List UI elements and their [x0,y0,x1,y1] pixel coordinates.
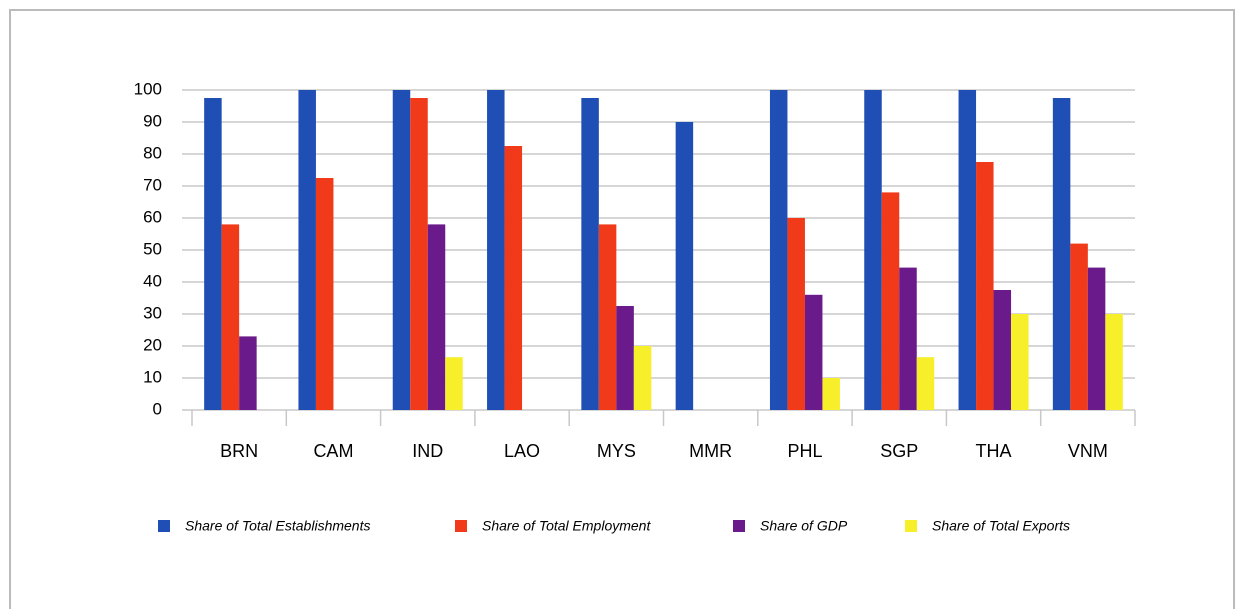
x-tick-label: MMR [689,441,732,461]
bar [315,178,334,410]
x-tick-label: PHL [787,441,822,461]
x-tick-label: IND [412,441,443,461]
bar [1105,314,1123,410]
legend-label: Share of Total Employment [482,518,651,534]
y-tick-label: 40 [143,271,162,290]
x-tick-label: CAM [313,441,353,461]
y-tick-label: 30 [143,303,162,322]
bar [769,90,788,410]
bar [899,267,917,410]
bar [239,336,257,410]
legend-label: Share of Total Establishments [185,518,370,534]
y-tick-label: 10 [143,367,162,386]
x-tick-label: VNM [1068,441,1108,461]
bar [1087,267,1106,410]
bar [487,90,505,410]
bar [221,224,240,410]
bar [916,357,935,410]
legend-swatch [455,520,467,532]
y-tick-label: 90 [143,111,162,130]
bar [804,294,823,410]
y-tick-label: 60 [143,207,162,226]
legend-swatch [158,520,170,532]
bar [958,90,977,410]
y-tick-label: 50 [143,239,162,258]
bar [616,306,634,410]
x-tick-label: BRN [220,441,258,461]
bar [633,346,652,410]
bar [864,90,882,410]
legend-swatch [905,520,917,532]
bar [822,378,840,410]
bar [1052,98,1071,410]
x-tick-label: LAO [504,441,540,461]
bar [581,98,599,410]
bar [298,90,316,410]
bar [675,122,694,410]
y-tick-label: 70 [143,175,162,194]
legend-label: Share of Total Exports [932,518,1070,534]
legend-label: Share of GDP [760,518,848,534]
x-tick-label: THA [976,441,1012,461]
bar [504,146,523,410]
x-tick-label: MYS [597,441,636,461]
bar [1011,314,1029,410]
y-tick-label: 0 [153,399,162,418]
bar [204,98,222,410]
bar [445,357,463,410]
y-tick-label: 80 [143,143,162,162]
bar [427,224,446,410]
bar [993,290,1012,410]
y-tick-label: 20 [143,335,162,354]
x-tick-label: SGP [880,441,918,461]
y-tick-label: 100 [134,79,162,98]
legend-swatch [733,520,745,532]
bar [598,224,617,410]
bar [881,192,900,410]
bar [410,98,428,410]
bar [787,218,805,410]
bar [1070,243,1088,410]
bar [392,90,411,410]
bar [976,162,994,410]
